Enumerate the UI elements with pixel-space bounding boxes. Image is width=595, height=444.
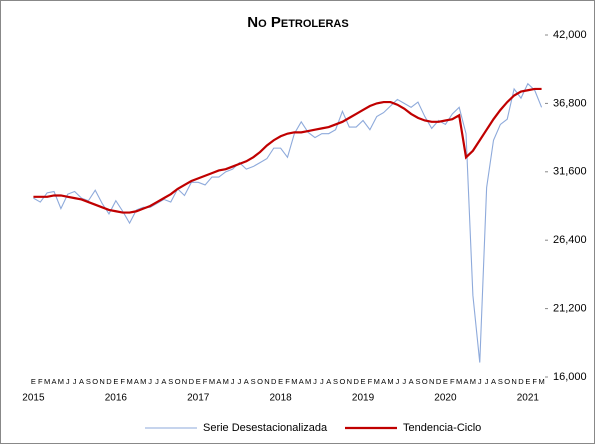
x-tick-label: D bbox=[189, 377, 195, 386]
x-tick-label: D bbox=[436, 377, 442, 386]
x-tick-label: E bbox=[196, 377, 201, 386]
x-tick-label: M bbox=[140, 377, 146, 386]
x-tick-label: F bbox=[368, 377, 373, 386]
x-tick-label: E bbox=[278, 377, 283, 386]
x-tick-label: F bbox=[203, 377, 208, 386]
x-tick-label: A bbox=[79, 377, 84, 386]
x-tick-label: J bbox=[66, 377, 70, 386]
x-tick-label: N bbox=[264, 377, 269, 386]
x-tick-label: A bbox=[216, 377, 221, 386]
x-tick-label: J bbox=[320, 377, 324, 386]
x-tick-label: D bbox=[271, 377, 277, 386]
x-tick-label: J bbox=[148, 377, 152, 386]
x-tick-label: A bbox=[381, 377, 386, 386]
x-tick-label: A bbox=[244, 377, 249, 386]
x-tick-label: D bbox=[106, 377, 112, 386]
x-tick-label: J bbox=[485, 377, 489, 386]
x-tick-label: E bbox=[361, 377, 366, 386]
x-tick-label: J bbox=[155, 377, 159, 386]
x-tick-label: M bbox=[538, 377, 544, 386]
x-group-label: 2020 bbox=[434, 393, 457, 404]
x-tick-label: S bbox=[251, 377, 256, 386]
x-tick-label: A bbox=[464, 377, 469, 386]
x-tick-label: N bbox=[511, 377, 516, 386]
x-tick-label: A bbox=[326, 377, 331, 386]
x-tick-label: J bbox=[73, 377, 77, 386]
x-tick-label: A bbox=[299, 377, 304, 386]
series-line bbox=[33, 82, 543, 363]
x-tick-label: O bbox=[504, 377, 510, 386]
x-tick-label: M bbox=[456, 377, 462, 386]
x-tick-label: N bbox=[429, 377, 434, 386]
x-tick-label: F bbox=[285, 377, 290, 386]
x-tick-label: A bbox=[491, 377, 496, 386]
x-tick-label: E bbox=[31, 377, 36, 386]
x-tick-label: O bbox=[422, 377, 428, 386]
x-tick-label: J bbox=[313, 377, 317, 386]
x-group-label: 2021 bbox=[517, 393, 540, 404]
x-group-label: 2019 bbox=[352, 393, 375, 404]
x-tick-label: D bbox=[518, 377, 524, 386]
x-tick-label: N bbox=[347, 377, 352, 386]
x-tick-label: M bbox=[470, 377, 476, 386]
x-tick-label: S bbox=[498, 377, 503, 386]
y-tick-label: 42,000 bbox=[553, 29, 587, 41]
x-tick-label: A bbox=[409, 377, 414, 386]
x-tick-label: E bbox=[113, 377, 118, 386]
x-tick-label: F bbox=[532, 377, 537, 386]
chart-title: No Petroleras bbox=[247, 14, 348, 31]
x-tick-label: M bbox=[44, 377, 50, 386]
x-tick-label: J bbox=[478, 377, 482, 386]
x-tick-label: J bbox=[238, 377, 242, 386]
y-tick-label: 36,800 bbox=[553, 97, 587, 109]
x-tick-label: O bbox=[340, 377, 346, 386]
x-tick-label: M bbox=[209, 377, 215, 386]
x-tick-label: J bbox=[402, 377, 406, 386]
x-group-label: 2015 bbox=[22, 393, 45, 404]
x-tick-label: M bbox=[387, 377, 393, 386]
x-tick-label: M bbox=[126, 377, 132, 386]
x-group-label: 2017 bbox=[187, 393, 210, 404]
series-line bbox=[33, 87, 542, 214]
x-tick-label: M bbox=[58, 377, 64, 386]
x-tick-label: E bbox=[443, 377, 448, 386]
x-tick-label: F bbox=[450, 377, 455, 386]
legend-label: Serie Desestacionalizada bbox=[203, 422, 328, 434]
y-tick-label: 21,200 bbox=[553, 303, 587, 315]
x-tick-label: M bbox=[305, 377, 311, 386]
x-tick-label: S bbox=[415, 377, 420, 386]
x-tick-label: A bbox=[52, 377, 57, 386]
x-group-label: 2016 bbox=[105, 393, 128, 404]
x-tick-label: O bbox=[175, 377, 181, 386]
x-tick-label: M bbox=[223, 377, 229, 386]
x-tick-label: D bbox=[353, 377, 359, 386]
y-tick-label: 31,600 bbox=[553, 166, 587, 178]
legend-label: Tendencia-Ciclo bbox=[403, 422, 481, 434]
x-tick-label: J bbox=[231, 377, 235, 386]
x-tick-label: S bbox=[86, 377, 91, 386]
x-tick-label: N bbox=[182, 377, 187, 386]
x-tick-label: O bbox=[257, 377, 263, 386]
x-tick-label: A bbox=[134, 377, 139, 386]
x-tick-label: S bbox=[168, 377, 173, 386]
x-tick-label: S bbox=[333, 377, 338, 386]
x-tick-label: O bbox=[92, 377, 98, 386]
y-tick-label: 16,000 bbox=[553, 371, 587, 383]
x-tick-label: A bbox=[161, 377, 166, 386]
x-tick-label: M bbox=[374, 377, 380, 386]
x-tick-label: F bbox=[38, 377, 43, 386]
x-tick-label: E bbox=[525, 377, 530, 386]
y-tick-label: 26,400 bbox=[553, 234, 587, 246]
x-tick-label: J bbox=[395, 377, 399, 386]
x-group-label: 2018 bbox=[270, 393, 293, 404]
x-tick-label: N bbox=[99, 377, 104, 386]
x-tick-label: M bbox=[291, 377, 297, 386]
x-tick-label: F bbox=[120, 377, 125, 386]
